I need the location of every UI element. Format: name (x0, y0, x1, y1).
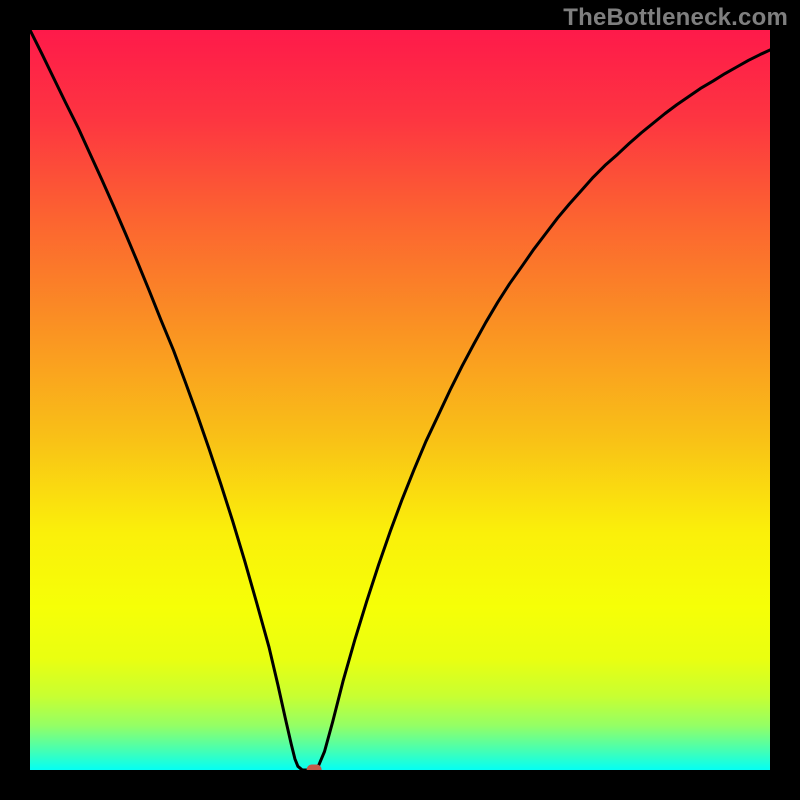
chart-stage: TheBottleneck.com (0, 0, 800, 800)
plot-background-gradient (30, 30, 770, 770)
bottleneck-chart (0, 0, 800, 800)
watermark-text: TheBottleneck.com (563, 4, 788, 32)
